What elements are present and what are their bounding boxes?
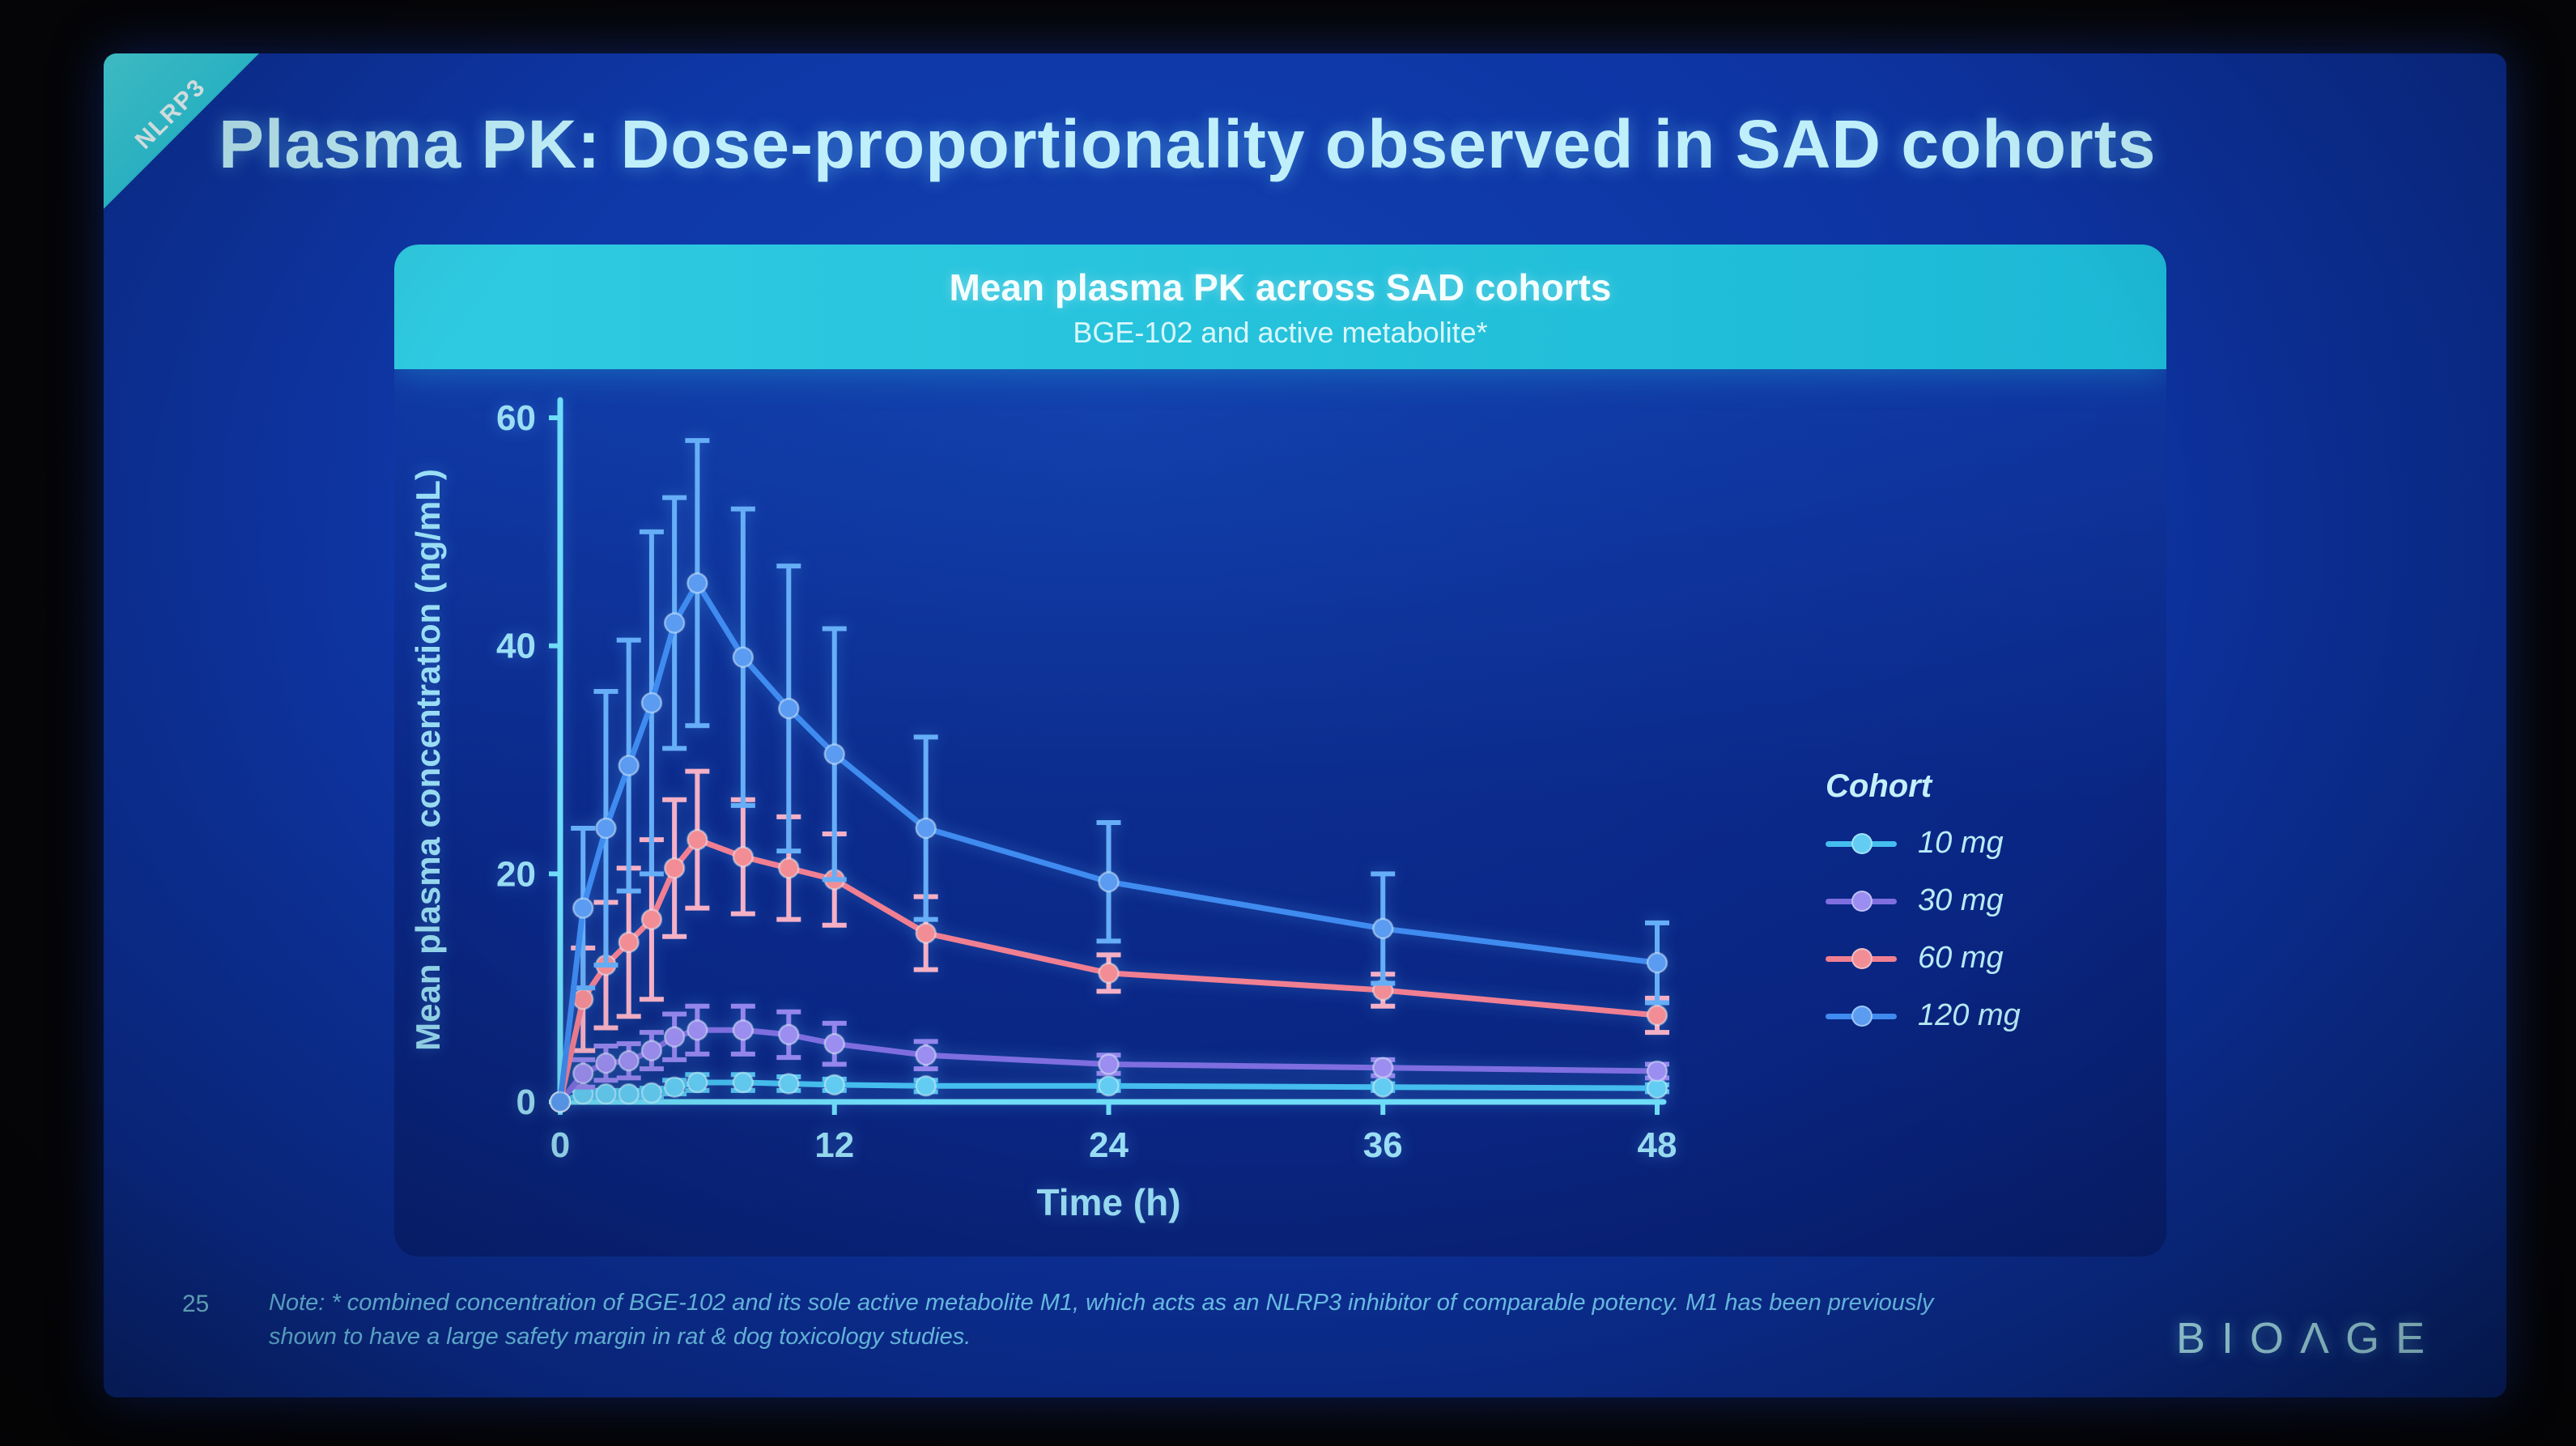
data-point-marker: [663, 1026, 686, 1048]
data-point-marker: [732, 646, 755, 668]
x-tick-label: 24: [1089, 1125, 1129, 1165]
data-point-marker: [778, 857, 800, 879]
data-point-marker: [823, 743, 845, 765]
data-point-marker: [687, 1071, 708, 1094]
data-point-marker: [915, 1044, 937, 1066]
chart-title: Mean plasma PK across SAD cohorts: [949, 266, 1612, 308]
data-point-marker: [778, 1073, 800, 1095]
chart-area: 0 20 40 60 0 12 24 36 48 Time (h) Mean plasma conc…: [394, 369, 2166, 1257]
legend-marker: [1851, 1005, 1872, 1027]
pk-line-chart: 0 20 40 60 0 12 24 36 48 Time (h) Mean plasma conc…: [409, 397, 1677, 1223]
legend-swatch-icon: [1826, 947, 1897, 969]
data-point-marker: [823, 1032, 845, 1055]
data-point-marker: [915, 1075, 937, 1097]
legend-entry-120-mg: 120 mg: [1826, 998, 2166, 1033]
page-number: 25: [182, 1291, 210, 1317]
presentation-slide: NLRP3 Plasma PK: Dose-proportionality ob…: [104, 53, 2506, 1397]
legend-entry-10-mg: 10 mg: [1826, 826, 2166, 861]
data-point-marker: [618, 1050, 640, 1072]
footer-note: Note: * combined concentration of BGE-10…: [269, 1286, 2155, 1354]
slide-title: Plasma PK: Dose-proportionality observed…: [219, 106, 2157, 182]
data-point-marker: [572, 1062, 594, 1085]
data-point-marker: [687, 572, 708, 594]
y-tick-label: 40: [496, 627, 536, 666]
data-point-marker: [1098, 962, 1120, 985]
data-point-marker: [618, 931, 640, 954]
y-tick-label: 20: [496, 854, 536, 894]
data-point-marker: [549, 1091, 572, 1113]
data-point-marker: [732, 845, 755, 868]
data-point-marker: [1098, 870, 1120, 893]
chart-subtitle: BGE-102 and active metabolite*: [1073, 316, 1488, 349]
legend-marker: [1851, 832, 1872, 854]
x-tick-label: 48: [1638, 1125, 1677, 1165]
footer-note-line2: shown to have a large safety margin in r…: [269, 1324, 971, 1350]
data-point-marker: [1098, 1075, 1120, 1097]
x-axis-title: Time (h): [1036, 1181, 1180, 1223]
data-point-marker: [1372, 1057, 1394, 1078]
x-tick-label: 36: [1363, 1125, 1403, 1165]
data-point-marker: [663, 1076, 686, 1098]
y-axis-title: Mean plasma concentration (ng/mL): [409, 469, 447, 1051]
data-point-marker: [663, 857, 686, 879]
data-point-marker: [595, 1082, 617, 1105]
series-line: [557, 580, 1660, 1105]
data-point-marker: [687, 828, 708, 851]
legend-label: 10 mg: [1918, 826, 2004, 860]
legend-swatch-icon: [1826, 1005, 1897, 1027]
data-point-marker: [572, 897, 594, 919]
data-point-marker: [640, 1040, 663, 1061]
chart-legend: Cohort 10 mg 30 mg 60 mg 120 mg: [1826, 768, 2166, 1056]
legend-swatch-icon: [1826, 832, 1897, 854]
legend-label: 30 mg: [1918, 883, 2004, 917]
bioage-logo: BIOΛGE: [2176, 1314, 2442, 1363]
data-point-marker: [640, 691, 663, 714]
legend-entry-60-mg: 60 mg: [1826, 941, 2166, 976]
data-point-marker: [1372, 917, 1394, 940]
data-point-marker: [1372, 1076, 1394, 1098]
data-point-marker: [618, 755, 640, 776]
data-point-marker: [595, 1052, 617, 1074]
data-point-marker: [915, 817, 937, 840]
data-point-marker: [778, 697, 800, 720]
series-120-mg: [549, 438, 1669, 1113]
data-point-marker: [618, 1082, 640, 1105]
data-point-marker: [1646, 951, 1668, 974]
legend-label: 60 mg: [1918, 941, 2004, 975]
data-point-marker: [640, 1082, 663, 1104]
ribbon-label: NLRP3: [130, 73, 211, 155]
legend-label: 120 mg: [1918, 998, 2021, 1032]
x-tick-label: 0: [550, 1125, 570, 1165]
data-point-marker: [732, 1019, 755, 1041]
data-point-marker: [1646, 1060, 1668, 1082]
data-point-marker: [595, 817, 617, 840]
data-point-marker: [640, 908, 663, 930]
y-tick-label: 60: [496, 398, 536, 438]
series-10-mg: [549, 1071, 1669, 1113]
legend-swatch-icon: [1826, 890, 1897, 912]
data-point-marker: [572, 989, 594, 1010]
legend-marker: [1851, 890, 1872, 912]
chart-card-header: Mean plasma PK across SAD cohorts BGE-10…: [394, 245, 2166, 369]
legend-marker: [1851, 947, 1872, 969]
footer-note-line1: Note: * combined concentration of BGE-10…: [269, 1290, 1934, 1316]
data-point-marker: [663, 612, 686, 634]
legend-entry-30-mg: 30 mg: [1826, 883, 2166, 918]
chart-card: Mean plasma PK across SAD cohorts BGE-10…: [394, 245, 2166, 1257]
data-point-marker: [732, 1071, 755, 1094]
data-point-marker: [1646, 1004, 1668, 1027]
data-point-marker: [1098, 1053, 1120, 1075]
data-point-marker: [687, 1019, 708, 1041]
data-point-marker: [823, 1074, 845, 1096]
x-tick-label: 12: [814, 1125, 854, 1165]
data-point-marker: [778, 1023, 800, 1046]
legend-title: Cohort: [1826, 768, 1932, 804]
data-point-marker: [915, 922, 937, 944]
y-tick-label: 0: [516, 1082, 536, 1122]
legend-entries: 10 mg 30 mg 60 mg 120 mg: [1826, 826, 2166, 1033]
